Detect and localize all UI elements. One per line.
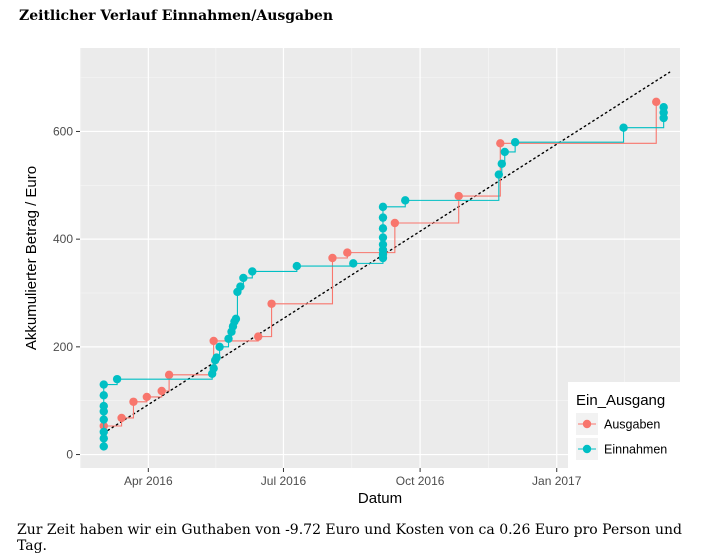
data-point-ausgaben (209, 336, 218, 346)
data-point-einnahmen (236, 282, 245, 291)
data-point-einnahmen (619, 123, 628, 132)
series-ausgaben (99, 97, 661, 431)
data-point-einnahmen (215, 342, 224, 352)
data-point-einnahmen (99, 427, 108, 437)
data-point-einnahmen (112, 374, 122, 384)
data-point-einnahmen (510, 138, 520, 147)
legend-key-point (582, 419, 592, 429)
data-point-einnahmen (292, 261, 302, 271)
data-point-einnahmen (99, 415, 108, 424)
data-point-einnahmen (378, 213, 388, 222)
data-point-einnahmen (401, 196, 410, 205)
data-point-einnahmen (212, 353, 221, 362)
x-tick-label: Jan 2017 (532, 474, 582, 488)
data-point-einnahmen (239, 273, 248, 283)
data-point-einnahmen (231, 314, 241, 324)
data-point-ausgaben (496, 139, 505, 148)
y-tick-label: 600 (53, 124, 73, 138)
data-point-ausgaben (267, 299, 276, 308)
data-point-ausgaben (157, 386, 166, 396)
page-title: Zeitlicher Verlauf Einnahmen/Ausgaben (19, 8, 334, 24)
x-tick-label: Apr 2016 (124, 474, 173, 488)
legend: Ein_Ausgang Ausgaben Einnahmen (568, 382, 680, 468)
series-layer (99, 97, 668, 451)
x-axis: Apr 2016 Jul 2016 Oct 2016 Jan 2017 (124, 468, 582, 488)
summary-caption: Zur Zeit haben wir ein Guthaben von -9.7… (17, 522, 682, 554)
data-point-einnahmen (99, 434, 108, 443)
data-point-einnahmen (378, 202, 388, 212)
x-axis-label: Datum (358, 490, 402, 507)
y-tick-label: 200 (53, 340, 73, 354)
data-point-einnahmen (378, 240, 388, 249)
y-axis-label: Akkumulierter Betrag / Euro (23, 166, 40, 350)
legend-title: Ein_Ausgang (576, 392, 665, 409)
data-point-einnahmen (378, 233, 388, 242)
data-point-einnahmen (494, 170, 504, 179)
data-point-ausgaben (254, 332, 263, 341)
data-point-einnahmen (659, 103, 668, 112)
data-point-ausgaben (328, 253, 337, 263)
data-point-einnahmen (224, 334, 233, 343)
data-point-einnahmen (497, 159, 506, 168)
series-einnahmen (99, 103, 668, 451)
data-point-einnahmen (349, 259, 358, 268)
y-tick-label: 400 (53, 232, 73, 246)
x-tick-label: Oct 2016 (396, 474, 445, 488)
data-point-einnahmen (99, 401, 108, 411)
chart: 0 200 400 600 Apr 2016 Jul 2016 Oct 2016 Jan 2… (23, 48, 680, 507)
data-point-einnahmen (500, 147, 509, 157)
data-point-ausgaben (454, 191, 463, 201)
data-point-einnahmen (378, 224, 388, 233)
y-tick-label: 0 (66, 448, 73, 462)
data-point-ausgaben (129, 397, 138, 406)
data-point-einnahmen (99, 380, 108, 389)
legend-label-ausgaben: Ausgaben (604, 418, 660, 432)
legend-label-einnahmen: Einnahmen (604, 443, 667, 457)
data-point-einnahmen (248, 267, 257, 276)
data-point-einnahmen (209, 364, 218, 373)
x-tick-label: Jul 2016 (261, 474, 307, 488)
data-point-einnahmen (99, 442, 108, 451)
data-point-ausgaben (343, 248, 352, 257)
y-axis: 0 200 400 600 (53, 124, 80, 462)
data-point-ausgaben (142, 392, 152, 402)
legend-key-point (582, 444, 592, 454)
data-point-einnahmen (99, 391, 108, 400)
data-point-ausgaben (390, 218, 400, 228)
data-point-ausgaben (652, 97, 661, 107)
data-point-ausgaben (117, 413, 126, 423)
data-point-ausgaben (164, 370, 174, 380)
